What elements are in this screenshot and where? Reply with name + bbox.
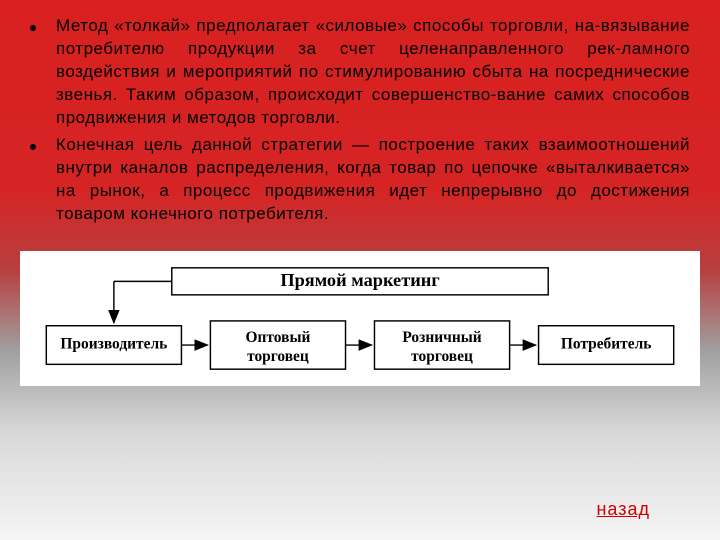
bullet-item-1: Метод «толкай» предполагает «силовые» сп…	[30, 15, 690, 130]
bullet-text-2: Конечная цель данной стратегии — построе…	[56, 134, 690, 226]
bullet-dot	[30, 25, 36, 31]
node-consumer-label: Потребитель	[561, 336, 652, 353]
diagram-title: Прямой маркетинг	[280, 271, 439, 291]
bullet-dot	[30, 144, 36, 150]
node-producer-label: Производитель	[60, 336, 167, 353]
node-retail-label2: торговец	[411, 349, 473, 366]
bullet-text-1: Метод «толкай» предполагает «силовые» сп…	[56, 15, 690, 130]
back-link[interactable]: назад	[596, 499, 650, 520]
bullet-item-2: Конечная цель данной стратегии — построе…	[30, 134, 690, 226]
flow-diagram: Прямой маркетинг Производитель Оптовый т…	[20, 251, 700, 386]
node-wholesale-label2: торговец	[247, 349, 309, 366]
text-content: Метод «толкай» предполагает «силовые» сп…	[0, 0, 720, 239]
node-retail-label1: Розничный	[402, 329, 481, 346]
node-wholesale-label1: Оптовый	[246, 329, 311, 346]
